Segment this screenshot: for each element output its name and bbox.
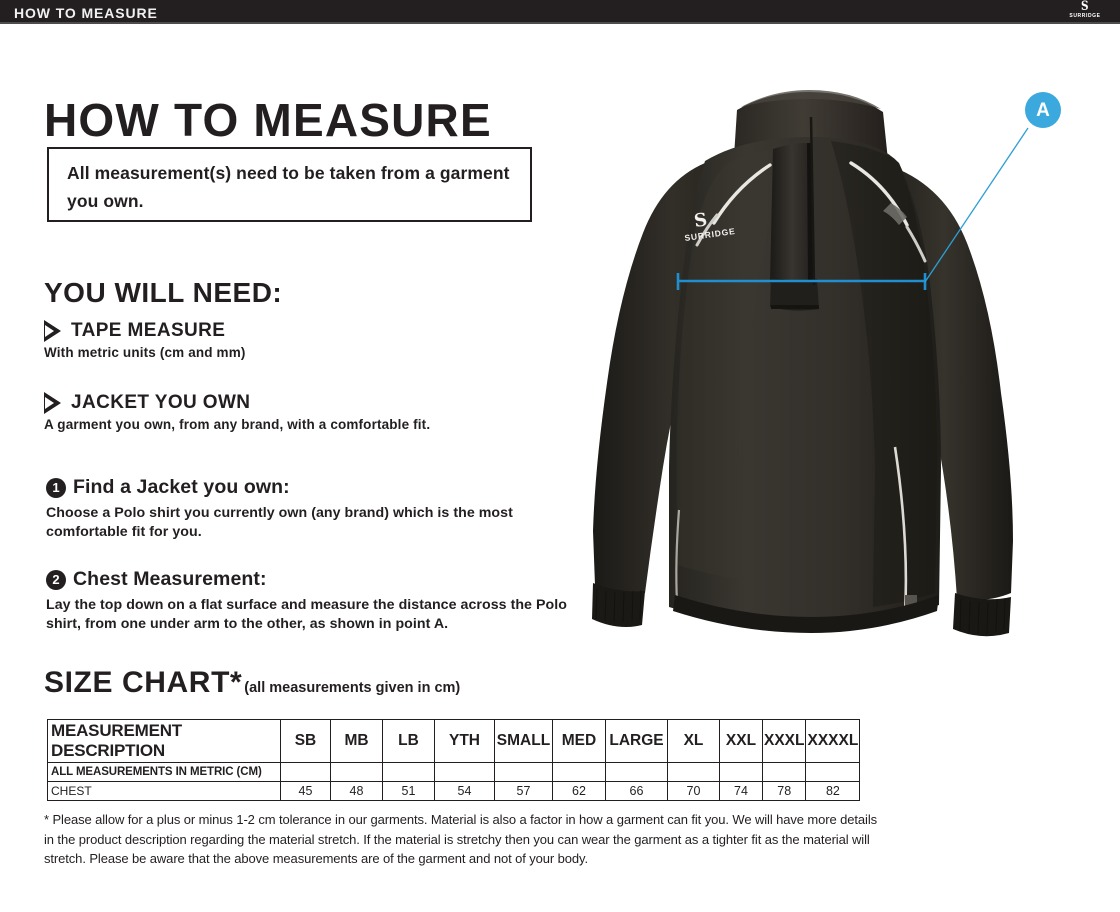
cell <box>605 762 668 782</box>
step-title: Find a Jacket you own: <box>73 476 290 498</box>
cell: 54 <box>434 781 495 801</box>
step-number-badge: 1 <box>46 477 66 498</box>
table-row: ALL MEASUREMENTS IN METRIC (CM) <box>47 762 861 782</box>
column-header-large: LARGE <box>605 719 668 763</box>
marker-label: A <box>1036 99 1050 121</box>
top-bar: HOW TO MEASURE S SURRIDGE <box>0 0 1120 24</box>
column-header-xxl: XXL <box>719 719 763 763</box>
notice-text: All measurement(s) need to be taken from… <box>67 163 510 211</box>
footnote-text: * Please allow for a plus or minus 1-2 c… <box>44 812 878 866</box>
cell: 57 <box>494 781 553 801</box>
surridge-logo-wordmark: SURRIDGE <box>1069 13 1101 19</box>
column-header-small: SMALL <box>494 719 553 763</box>
need-item-label: JACKET YOU OWN <box>71 392 251 413</box>
cell: 74 <box>719 781 763 801</box>
step-1: 1 Find a Jacket you own: Choose a Polo s… <box>46 476 591 541</box>
need-item-jacket-you-own: JACKET YOU OWN A garment you own, from a… <box>44 392 430 432</box>
cell <box>382 762 435 782</box>
triangle-bullet-icon <box>44 392 61 414</box>
jacket-illustration: S SURRIDGE <box>575 55 1045 655</box>
column-header-xxxxl: XXXXL <box>805 719 861 763</box>
cell <box>330 762 383 782</box>
step-2: 2 Chest Measurement: Lay the top down on… <box>46 568 591 633</box>
cell <box>667 762 720 782</box>
cell: 70 <box>667 781 720 801</box>
row-label-units: ALL MEASUREMENTS IN METRIC (CM) <box>47 762 281 782</box>
cell <box>805 762 861 782</box>
cell <box>761 762 807 782</box>
cell <box>434 762 495 782</box>
leader-line <box>924 127 1029 283</box>
surridge-logo: S SURRIDGE <box>1064 0 1106 24</box>
step-body: Choose a Polo shirt you currently own (a… <box>46 505 513 540</box>
row-label-chest: CHEST <box>47 781 281 801</box>
column-header-xxxl: XXXL <box>761 719 807 763</box>
table-header-row: MEASUREMENT DESCRIPTION SB MB LB YTH SMA… <box>47 719 861 763</box>
cell <box>494 762 553 782</box>
you-will-need-heading: YOU WILL NEED: <box>44 277 283 309</box>
column-header-xl: XL <box>667 719 720 763</box>
measurement-point-marker-a: A <box>1025 92 1061 128</box>
size-chart-heading-main: SIZE CHART* <box>44 666 243 699</box>
column-header-med: MED <box>552 719 606 763</box>
cell <box>552 762 606 782</box>
column-header-mb: MB <box>330 719 383 763</box>
size-chart-table: MEASUREMENT DESCRIPTION SB MB LB YTH SMA… <box>47 719 861 801</box>
column-header-lb: LB <box>382 719 435 763</box>
cell <box>719 762 763 782</box>
surridge-logo-mark: S <box>1081 0 1089 14</box>
step-title: Chest Measurement: <box>73 568 267 590</box>
need-item-sub: With metric units (cm and mm) <box>44 345 246 360</box>
table-row: CHEST 45 48 51 54 57 62 66 70 74 78 82 <box>47 781 861 801</box>
size-chart-heading-note: (all measurements given in cm) <box>244 680 461 696</box>
cell <box>280 762 331 782</box>
cell: 82 <box>805 781 861 801</box>
cell: 51 <box>382 781 435 801</box>
need-item-sub: A garment you own, from any brand, with … <box>44 417 431 432</box>
step-number-badge: 2 <box>46 569 66 590</box>
size-chart-heading: SIZE CHART* (all measurements given in c… <box>44 666 460 700</box>
column-header-description: MEASUREMENT DESCRIPTION <box>47 719 281 763</box>
need-item-tape-measure: TAPE MEASURE With metric units (cm and m… <box>44 320 246 360</box>
notice-box: All measurement(s) need to be taken from… <box>47 147 532 222</box>
cell: 62 <box>552 781 606 801</box>
column-header-yth: YTH <box>434 719 495 763</box>
need-item-label: TAPE MEASURE <box>71 320 226 341</box>
page-title: HOW TO MEASURE <box>44 93 492 146</box>
column-header-sb: SB <box>280 719 331 763</box>
triangle-bullet-icon <box>44 320 61 342</box>
cell: 78 <box>761 781 807 801</box>
svg-text:S: S <box>693 209 709 232</box>
cell: 66 <box>605 781 668 801</box>
top-bar-title: HOW TO MEASURE <box>14 5 158 21</box>
cell: 48 <box>330 781 383 801</box>
cell: 45 <box>280 781 331 801</box>
jacket-graphic: S SURRIDGE <box>592 90 1013 637</box>
step-body: Lay the top down on a flat surface and m… <box>46 597 567 632</box>
